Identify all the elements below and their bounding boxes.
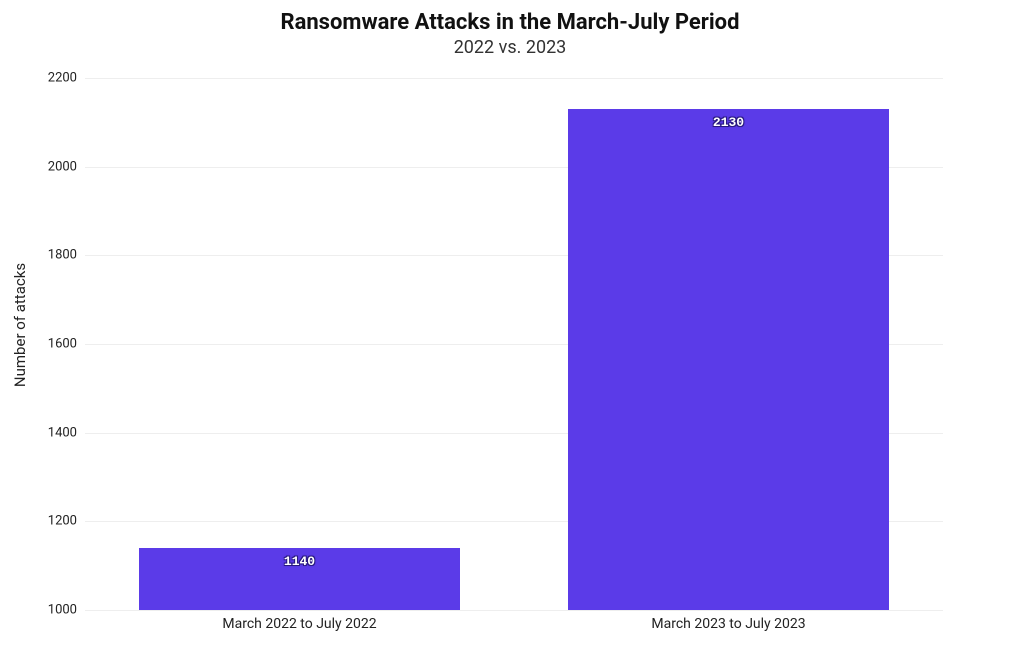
chart-plot-area: 10001200140016001800200022001140March 20… [85,78,943,610]
gridline [85,78,943,79]
x-tick-label: March 2022 to July 2022 [222,610,376,632]
y-axis-label: Number of attacks [11,263,29,387]
bar-value-label: 2130 [568,115,890,130]
gridline [85,610,943,611]
y-tick-label: 1800 [48,248,85,263]
title-block: Ransomware Attacks in the March-July Per… [0,0,1020,58]
y-tick-label: 2000 [48,159,85,174]
y-tick-label: 1400 [48,425,85,440]
y-tick-label: 1000 [48,603,85,618]
bar: 1140 [139,548,461,610]
chart-title: Ransomware Attacks in the March-July Per… [0,10,1020,35]
y-tick-label: 1600 [48,337,85,352]
chart-subtitle: 2022 vs. 2023 [0,37,1020,58]
bar-value-label: 1140 [139,554,461,569]
bar: 2130 [568,109,890,610]
y-tick-label: 2200 [48,71,85,86]
x-tick-label: March 2023 to July 2023 [651,610,805,632]
y-tick-label: 1200 [48,514,85,529]
